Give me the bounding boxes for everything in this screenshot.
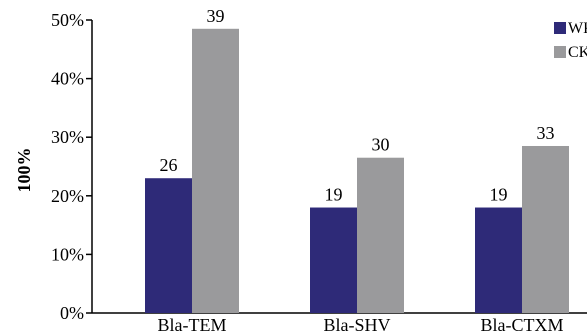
y-tick-label: 20% [51,186,84,206]
y-axis-title: 100% [14,148,34,193]
y-tick-label: 50% [51,10,84,30]
bars: 26 39 19 30 19 33 [145,6,569,313]
bar-wkd-bla-shv [310,207,357,313]
y-tick-label: 40% [51,69,84,89]
x-category-label: Bla-CTXM [481,315,564,333]
y-tick-label: 0% [60,303,84,323]
y-tick-label: 30% [51,127,84,147]
legend-swatch-ckd [554,46,566,58]
bar-value-label: 39 [207,6,225,26]
legend: WKD CKD [554,20,587,61]
legend-label-ckd: CKD [568,44,587,61]
legend-swatch-wkd [554,22,566,34]
x-category-label: Bla-SHV [324,315,391,333]
bar-wkd-bla-ctxm [475,207,522,313]
bar-value-label: 19 [325,185,343,205]
x-axis: Bla-TEM Bla-SHV Bla-CTXM [92,312,587,333]
bar-ckd-bla-shv [357,157,404,313]
x-category-label: Bla-TEM [158,315,227,333]
bar-value-label: 30 [372,135,390,155]
bar-ckd-bla-ctxm [522,145,569,313]
bar-value-label: 19 [490,185,508,205]
legend-label-wkd: WKD [568,20,587,37]
bar-wkd-bla-tem [145,178,192,313]
bar-ckd-bla-tem [192,28,239,313]
bar-value-label: 26 [160,155,178,175]
y-axis: 0% 10% 20% 30% 40% 50% [51,10,93,323]
y-tick-label: 10% [51,244,84,264]
bar-value-label: 33 [537,123,555,143]
